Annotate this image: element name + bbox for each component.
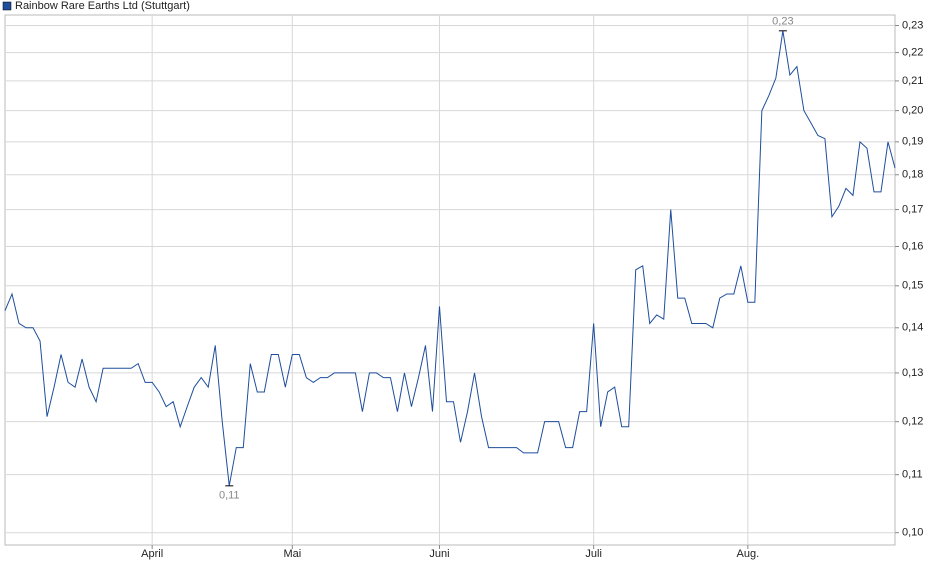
plot-frame xyxy=(4,14,896,546)
legend-swatch xyxy=(2,1,12,11)
price-line xyxy=(4,30,896,486)
y-tick-label: 0,16 xyxy=(902,240,923,252)
x-tick-label: Juni xyxy=(429,548,449,560)
x-tick-label: April xyxy=(141,548,163,560)
y-tick-label: 0,15 xyxy=(902,280,923,292)
y-tick-label: 0,23 xyxy=(902,19,923,31)
y-tick-label: 0,10 xyxy=(902,527,923,539)
y-tick-label: 0,22 xyxy=(902,46,923,58)
y-tick-label: 0,17 xyxy=(902,203,923,215)
y-tick-label: 0,11 xyxy=(902,469,923,481)
y-tick-label: 0,12 xyxy=(902,416,923,428)
value-label: 0,23 xyxy=(772,16,793,28)
y-tick-label: 0,21 xyxy=(902,75,923,87)
legend-label: Rainbow Rare Earths Ltd (Stuttgart) xyxy=(15,0,190,12)
y-tick-label: 0,19 xyxy=(902,136,923,148)
y-tick-label: 0,14 xyxy=(902,322,923,334)
x-tick-label: Juli xyxy=(585,548,602,560)
x-tick-label: Aug. xyxy=(737,548,760,560)
y-tick-label: 0,13 xyxy=(902,367,923,379)
x-tick-label: Mai xyxy=(283,548,301,560)
y-tick-label: 0,18 xyxy=(902,169,923,181)
value-label: 0,11 xyxy=(219,490,240,502)
y-tick-label: 0,20 xyxy=(902,105,923,117)
